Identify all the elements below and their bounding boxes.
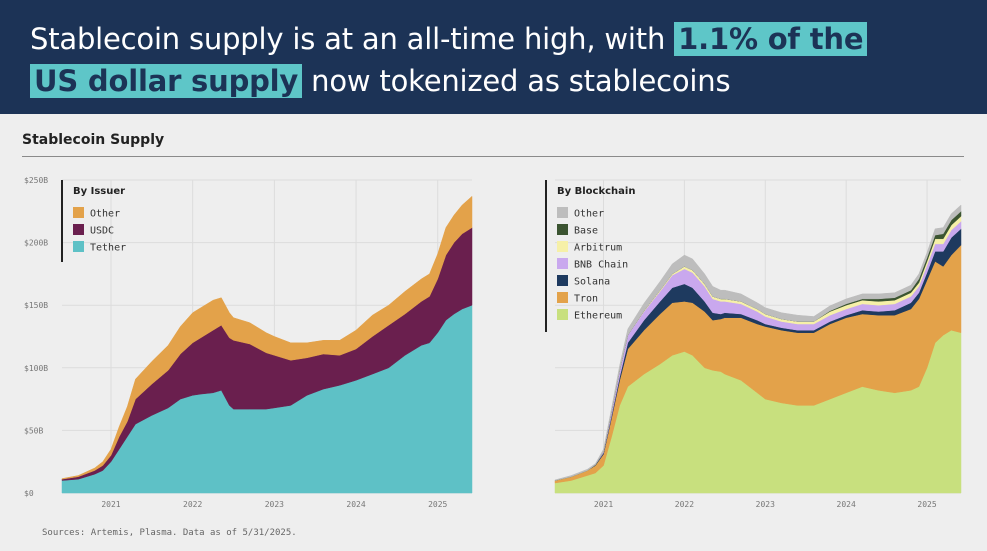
x-tick-label: 2025: [428, 500, 447, 509]
headline-highlight-1: 1.1% of the: [674, 22, 868, 56]
y-tick-label: $250B: [24, 176, 48, 185]
y-tick-label: $0: [24, 489, 34, 498]
legend-swatch: [557, 309, 568, 320]
legend-title: By Blockchain: [557, 186, 635, 197]
y-tick-label: $100B: [24, 364, 48, 373]
y-tick-label: $150B: [24, 301, 48, 310]
headline-highlight-2: US dollar supply: [30, 64, 303, 98]
chart-panel-2: 2021 2022 2023 2024 2025 By Blockchain Other Ba…: [545, 179, 962, 509]
legend-title: By Issuer: [73, 186, 125, 197]
legend: By Issuer Other USDC Tether: [61, 180, 126, 262]
x-tick-label: 2021: [101, 500, 120, 509]
legend-label: BNB Chain: [574, 260, 628, 271]
x-tick-label: 2022: [675, 500, 694, 509]
legend-swatch: [557, 224, 568, 235]
x-tick-label: 2021: [594, 500, 613, 509]
legend-label: Tether: [90, 243, 126, 254]
x-tick-label: 2023: [756, 500, 775, 509]
area-series-other: [61, 195, 473, 480]
chart-panel-1: $0 $50B $100B $150B $200B $250B 2021 2022 2023 20…: [24, 176, 473, 509]
legend-label: Ethereum: [574, 311, 622, 322]
y-tick-label: $200B: [24, 239, 48, 248]
headline-text-before: Stablecoin supply is at an all-time high…: [30, 22, 666, 56]
legend: By Blockchain Other Base Arbitrum BNB Chain S…: [545, 180, 635, 332]
legend-swatch: [557, 241, 568, 252]
headline: Stablecoin supply is at an all-time high…: [30, 18, 960, 102]
legend-swatch: [73, 224, 84, 235]
legend-swatch: [557, 275, 568, 286]
y-tick-label: $50B: [24, 426, 43, 435]
legend-swatch: [557, 292, 568, 303]
legend-swatch: [73, 207, 84, 218]
legend-label: USDC: [90, 226, 114, 237]
x-tick-label: 2024: [346, 500, 365, 509]
source-note: Sources: Artemis, Plasma. Data as of 5/3…: [42, 528, 297, 538]
x-tick-label: 2025: [917, 500, 936, 509]
section-title: Stablecoin Supply: [22, 132, 165, 148]
area-series-other: [554, 204, 962, 481]
legend-swatch: [557, 207, 568, 218]
legend-label: Tron: [574, 294, 598, 305]
legend-label: Other: [90, 209, 120, 220]
x-tick-label: 2022: [183, 500, 202, 509]
legend-swatch: [73, 241, 84, 252]
section-divider: [22, 156, 964, 157]
x-tick-label: 2023: [265, 500, 284, 509]
legend-label: Other: [574, 209, 604, 220]
legend-label: Base: [574, 226, 598, 237]
headline-text-after: now tokenized as stablecoins: [311, 64, 731, 98]
legend-swatch: [557, 258, 568, 269]
x-tick-label: 2024: [837, 500, 856, 509]
legend-label: Arbitrum: [574, 243, 622, 254]
legend-label: Solana: [574, 277, 610, 288]
